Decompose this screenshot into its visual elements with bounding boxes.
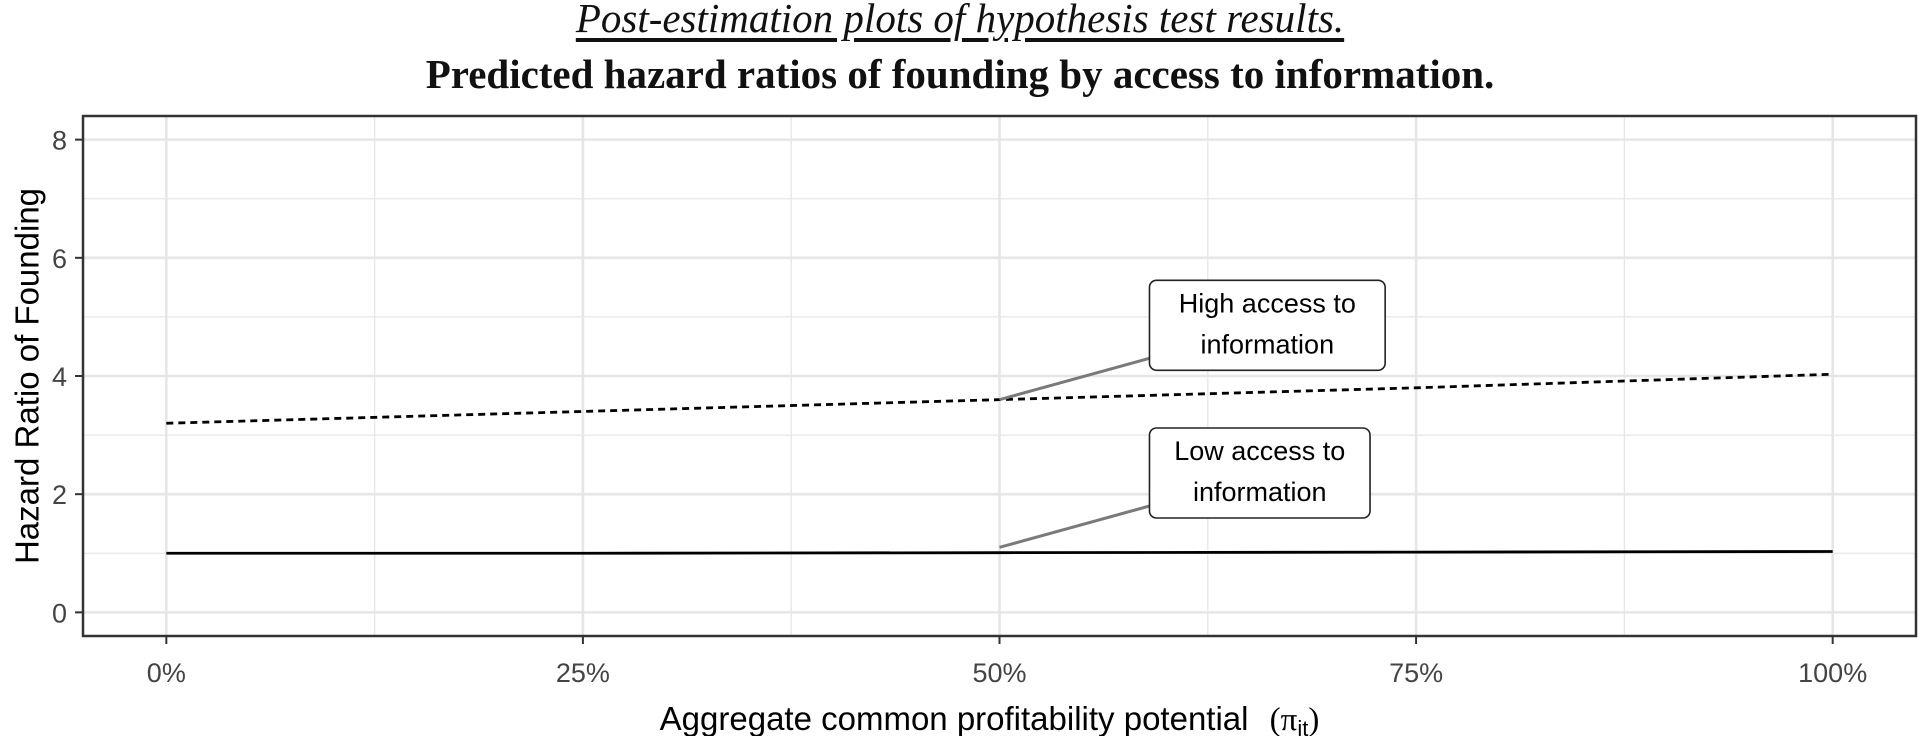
annotation-layer: High access to information Low access to in…: [999, 279, 1386, 549]
series-line-low-access: [166, 550, 1833, 555]
axis-layer: 0 2 4 6 8 0% 25% 50% 75% 100%: [52, 126, 1867, 688]
annotation-label: information: [1193, 477, 1327, 507]
x-tick-label: 100%: [1798, 658, 1867, 688]
x-tick-label: 50%: [972, 658, 1026, 688]
y-tick-label: 0: [52, 598, 67, 628]
y-tick-label: 6: [52, 244, 67, 274]
annotation-leader-line: [999, 356, 1150, 402]
annotation-low-access: Low access to information: [999, 427, 1371, 549]
y-axis-label: Hazard Ratio of Founding: [9, 188, 46, 564]
y-tick-label: 4: [52, 362, 67, 392]
annotation-high-access: High access to information: [999, 279, 1386, 402]
x-tick-label: 75%: [1389, 658, 1443, 688]
x-axis-label-subscript: it: [1297, 716, 1308, 736]
annotation-label: information: [1201, 329, 1335, 359]
x-axis-label-symbol: π: [1281, 702, 1298, 736]
x-tick-label: 25%: [556, 658, 610, 688]
annotation-label: Low access to: [1174, 436, 1345, 466]
annotation-leader-line: [999, 504, 1150, 549]
x-axis-label: Aggregate common profitability potential…: [660, 700, 1320, 736]
x-axis-label-text: Aggregate common profitability potential: [660, 700, 1249, 736]
annotation-box: [1148, 279, 1386, 372]
x-tick-label: 0%: [147, 658, 186, 688]
annotation-label: High access to: [1179, 288, 1356, 318]
grid-layer: [83, 116, 1916, 636]
chart-title: Post-estimation plots of hypothesis test…: [575, 0, 1345, 41]
y-tick-label: 8: [52, 126, 67, 156]
annotation-box: [1148, 427, 1371, 519]
chart-subtitle: Predicted hazard ratios of founding by a…: [425, 51, 1495, 97]
y-tick-label: 2: [52, 480, 67, 510]
